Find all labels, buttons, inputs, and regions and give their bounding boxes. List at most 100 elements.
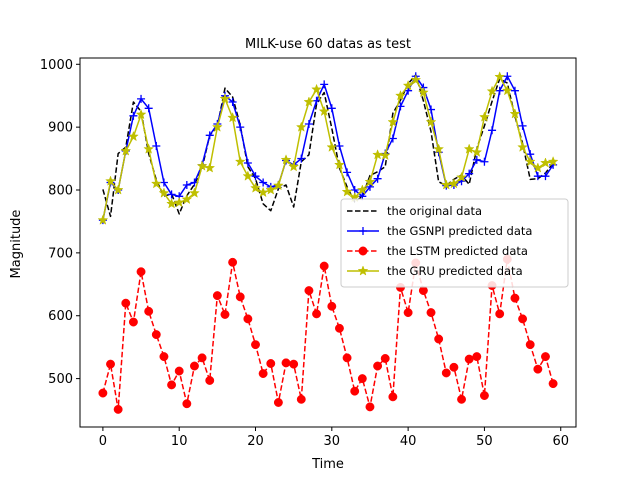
data-point (197, 353, 207, 363)
data-point (143, 143, 155, 154)
data-point (418, 286, 428, 296)
data-point (379, 149, 391, 161)
data-point (167, 380, 177, 390)
data-point (364, 176, 376, 187)
data-point (297, 154, 306, 163)
data-point (433, 143, 445, 154)
data-point (105, 175, 116, 186)
data-point (219, 93, 231, 104)
legend-marker (359, 227, 367, 235)
data-point (495, 86, 504, 95)
legend: the original data the GSNPI predicted dat… (340, 198, 569, 288)
data-point (258, 369, 268, 379)
data-point (289, 359, 299, 369)
data-point (311, 83, 322, 95)
data-point (312, 309, 322, 319)
data-point (137, 94, 146, 103)
data-point (320, 80, 329, 89)
data-point (234, 156, 246, 167)
data-point (121, 298, 131, 308)
data-point (471, 146, 483, 157)
data-point (387, 116, 399, 127)
data-point (159, 178, 168, 187)
data-point (533, 364, 543, 374)
data-point (388, 134, 397, 143)
data-point (151, 330, 161, 340)
data-point (501, 84, 513, 96)
legend-marker (357, 265, 369, 276)
data-point (152, 142, 161, 151)
data-point (235, 292, 245, 302)
x-tick-label: 0 (99, 434, 107, 449)
data-point (319, 261, 329, 271)
y-axis: 500 600 700 800 900 1000 (40, 58, 80, 387)
data-point (440, 179, 452, 190)
data-point (541, 352, 550, 362)
data-point (266, 359, 276, 368)
data-point (518, 314, 528, 324)
x-tick-label: 20 (247, 434, 264, 449)
data-point (525, 340, 535, 350)
data-point (251, 340, 260, 350)
data-point (205, 131, 214, 140)
data-point (417, 86, 429, 98)
data-point (265, 184, 277, 195)
x-tick-label: 10 (171, 434, 188, 449)
data-point (456, 171, 467, 183)
y-tick-label: 1000 (40, 58, 73, 73)
chart-title: MILK-use 60 datas as test (245, 37, 411, 52)
x-tick-label: 30 (324, 434, 341, 449)
data-point (327, 301, 337, 311)
data-point (341, 186, 353, 197)
data-point (517, 141, 529, 152)
data-point (494, 71, 506, 82)
data-point (174, 366, 184, 376)
data-point (410, 74, 422, 85)
series-2 (98, 254, 558, 414)
data-point (181, 193, 193, 205)
data-point (434, 334, 444, 344)
data-point (120, 145, 132, 156)
series-0 (102, 74, 554, 218)
data-point (189, 187, 200, 198)
data-point (243, 314, 253, 324)
data-point (395, 90, 406, 101)
data-point (182, 399, 192, 409)
data-point (426, 308, 436, 318)
legend-box (340, 198, 569, 288)
data-point (205, 376, 215, 385)
data-point (509, 108, 521, 119)
data-point (425, 116, 437, 127)
data-point (472, 352, 482, 362)
data-point (303, 96, 315, 107)
data-point (334, 159, 345, 170)
data-point (327, 104, 336, 113)
data-point (335, 142, 344, 151)
data-point (532, 162, 544, 173)
data-point (488, 126, 497, 135)
data-point (480, 157, 489, 166)
data-point (463, 143, 475, 154)
data-point (541, 172, 550, 181)
data-point (372, 149, 384, 160)
data-point (343, 168, 352, 177)
data-point (365, 402, 375, 412)
data-point (158, 187, 170, 198)
x-tick-label: 50 (476, 434, 493, 449)
data-point (135, 108, 147, 120)
y-tick-label: 600 (48, 309, 73, 324)
x-axis: 0 10 20 30 40 50 60 (99, 427, 569, 449)
data-point (257, 186, 269, 198)
data-point (334, 323, 344, 333)
data-point (144, 306, 154, 316)
data-point (251, 172, 260, 181)
data-point (403, 308, 413, 318)
data-point (259, 178, 268, 187)
data-point (296, 394, 306, 404)
data-point (388, 392, 398, 402)
x-tick-label: 40 (400, 434, 417, 449)
data-point (524, 156, 536, 167)
data-point (166, 198, 177, 209)
data-point (250, 182, 261, 193)
